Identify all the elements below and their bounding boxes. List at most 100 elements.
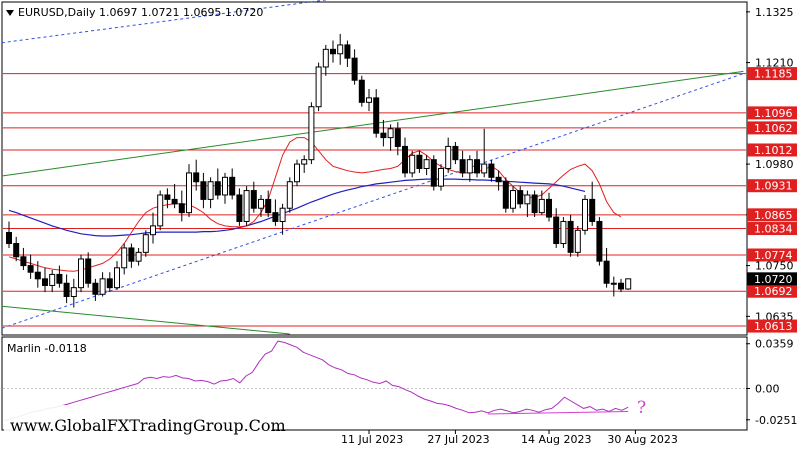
candle-body-bear <box>531 194 538 214</box>
candle-body-bear <box>618 282 624 290</box>
candle <box>121 243 128 275</box>
candle <box>258 194 264 218</box>
candle-body-bull <box>438 168 444 187</box>
candle-body-bear <box>164 194 171 200</box>
marlin-tick-label: -0.0251 <box>755 414 797 427</box>
level-label: 1.0834 <box>754 223 793 236</box>
x-tick-label: 14 Aug 2023 <box>521 433 591 446</box>
candle <box>430 155 437 191</box>
level-label: 1.0865 <box>754 209 793 222</box>
candle-body-bear <box>474 159 480 174</box>
candle-body-bull <box>423 159 430 170</box>
candle <box>574 225 581 257</box>
candle <box>474 150 480 178</box>
level-label-box <box>747 179 797 193</box>
price-tick-label: 1.1325 <box>755 6 794 19</box>
candle-body-bear <box>200 181 207 200</box>
candle-body-bear <box>546 198 552 218</box>
candle <box>517 186 524 209</box>
candle-body-bear <box>567 220 574 253</box>
candle <box>546 192 552 222</box>
candle-body-bull <box>337 44 344 55</box>
ma-slow-line <box>8 178 586 237</box>
level-label: 1.1185 <box>754 68 793 81</box>
level-label-box <box>747 248 797 262</box>
candle-body-bear <box>128 247 135 262</box>
candle-body-bear <box>495 176 502 183</box>
trend-lines <box>1 0 744 335</box>
candle <box>27 254 34 279</box>
candle-body-bear <box>27 265 34 273</box>
candle <box>106 272 113 293</box>
candle-body-bear <box>488 163 495 178</box>
candle <box>603 247 610 288</box>
price-tick-label: 1.1210 <box>755 57 794 70</box>
chart-menu-arrow-icon[interactable] <box>6 10 14 16</box>
candle <box>99 272 106 297</box>
candle <box>200 172 207 209</box>
candle-body-bear <box>272 212 279 222</box>
candle <box>308 102 315 165</box>
candle <box>85 252 92 288</box>
candle <box>70 278 77 308</box>
candle-body-bull <box>258 198 264 209</box>
candle <box>207 177 214 209</box>
candle <box>531 190 538 218</box>
candle-body-bull <box>121 247 128 269</box>
candle-body-bull <box>466 159 473 174</box>
candle <box>13 236 20 262</box>
candle-body-bear <box>56 273 63 284</box>
candle <box>560 217 567 248</box>
channel-upper-line <box>1 0 329 44</box>
level-label: 1.1096 <box>754 107 793 120</box>
candle-body-bull <box>322 48 329 68</box>
level-label: 1.1062 <box>754 122 793 135</box>
candle-body-bull <box>510 190 516 209</box>
marlin-line: ? <box>3 340 646 422</box>
candle-body-bear <box>250 190 257 209</box>
candle <box>78 254 84 293</box>
candle-body-bull <box>186 172 192 214</box>
candle-body-bull <box>610 282 617 285</box>
candle <box>92 278 99 301</box>
price-tick-label: 1.0980 <box>755 158 794 171</box>
candle <box>171 183 178 209</box>
candle-body-bull <box>78 258 84 289</box>
candle <box>524 190 531 218</box>
current-price-label: 1.0720 <box>754 273 793 286</box>
candle <box>142 230 149 257</box>
channel-lower-line <box>1 73 744 329</box>
candle <box>330 40 336 63</box>
candle <box>423 155 430 176</box>
candle-body-bear <box>214 181 221 196</box>
candle-body-bear <box>351 57 358 81</box>
candle <box>625 278 632 290</box>
candle-body-bull <box>524 194 531 205</box>
candle-body-bear <box>171 198 178 205</box>
candle <box>294 159 300 187</box>
candle-body-bear <box>596 220 603 262</box>
candle-body-bear <box>452 145 459 161</box>
marlin-tick-label: 0.00 <box>755 382 780 395</box>
level-label-box <box>747 284 797 298</box>
candle <box>193 159 200 191</box>
candle <box>243 186 250 226</box>
candle <box>250 181 257 213</box>
candle-body-bear <box>92 282 99 295</box>
candle <box>20 247 27 271</box>
candle-body-bear <box>193 172 200 183</box>
candle <box>416 150 423 173</box>
candle-body-bear <box>517 190 524 205</box>
candle-body-bull <box>207 181 214 200</box>
candle <box>488 159 495 182</box>
candle <box>351 49 358 85</box>
candle-body-bear <box>589 198 596 222</box>
candle-body-bear <box>229 176 236 196</box>
level-label: 1.0613 <box>754 320 793 333</box>
candle <box>394 122 401 156</box>
candle-body-bear <box>373 97 380 134</box>
level-label-box <box>747 319 797 333</box>
candle <box>42 267 48 293</box>
candle <box>157 190 164 231</box>
level-label: 1.0931 <box>754 180 793 193</box>
